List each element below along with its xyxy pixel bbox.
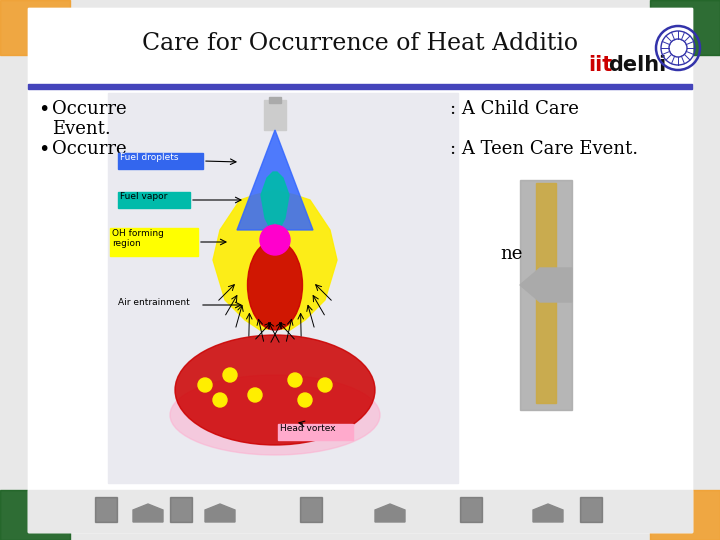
Text: iit: iit: [588, 55, 612, 75]
Text: : A Teen Care Event.: : A Teen Care Event.: [450, 140, 638, 158]
Bar: [269, 97, 281, 103]
Bar: [28, 89, 692, 532]
Circle shape: [223, 368, 237, 382]
Bar: [118, 192, 190, 208]
Bar: [28, 490, 692, 532]
Ellipse shape: [248, 240, 302, 330]
Ellipse shape: [175, 335, 375, 445]
Text: •: •: [38, 140, 50, 159]
Text: Air entrainment: Air entrainment: [118, 298, 190, 307]
Text: Occurre: Occurre: [52, 100, 127, 118]
Bar: [108, 93, 458, 483]
Text: : A Child Care: : A Child Care: [450, 100, 579, 118]
Bar: [580, 497, 602, 522]
Circle shape: [318, 378, 332, 392]
Ellipse shape: [170, 375, 380, 455]
Polygon shape: [133, 504, 163, 522]
Bar: [300, 497, 322, 522]
Bar: [460, 497, 482, 522]
Text: Fuel droplets: Fuel droplets: [120, 153, 179, 162]
Text: •: •: [38, 100, 50, 119]
Bar: [278, 424, 353, 440]
Text: Fuel vapor: Fuel vapor: [120, 192, 167, 201]
Circle shape: [198, 378, 212, 392]
Circle shape: [288, 373, 302, 387]
Bar: [650, 490, 720, 540]
Bar: [110, 228, 198, 256]
Polygon shape: [237, 130, 313, 230]
Text: ne: ne: [500, 245, 523, 263]
Polygon shape: [213, 190, 337, 330]
Circle shape: [298, 393, 312, 407]
Bar: [264, 100, 286, 130]
Circle shape: [260, 225, 290, 255]
Polygon shape: [261, 172, 289, 228]
Text: Care for Occurrence of Heat Additio: Care for Occurrence of Heat Additio: [142, 32, 578, 55]
Bar: [95, 497, 117, 522]
Circle shape: [213, 393, 227, 407]
Bar: [520, 180, 572, 410]
Bar: [118, 153, 203, 169]
Bar: [536, 183, 556, 403]
Text: OH forming
region: OH forming region: [112, 229, 164, 248]
Polygon shape: [533, 504, 563, 522]
Text: delhi: delhi: [608, 55, 666, 75]
Bar: [28, 8, 692, 86]
Polygon shape: [375, 504, 405, 522]
Polygon shape: [205, 504, 235, 522]
Bar: [0, 0, 70, 55]
Bar: [28, 84, 692, 89]
Bar: [0, 490, 70, 540]
Bar: [170, 497, 192, 522]
Polygon shape: [520, 268, 572, 302]
Text: Occurre: Occurre: [52, 140, 127, 158]
Circle shape: [248, 388, 262, 402]
Bar: [650, 0, 720, 55]
Text: Head vortex: Head vortex: [280, 424, 336, 433]
Text: Event.: Event.: [52, 120, 111, 138]
